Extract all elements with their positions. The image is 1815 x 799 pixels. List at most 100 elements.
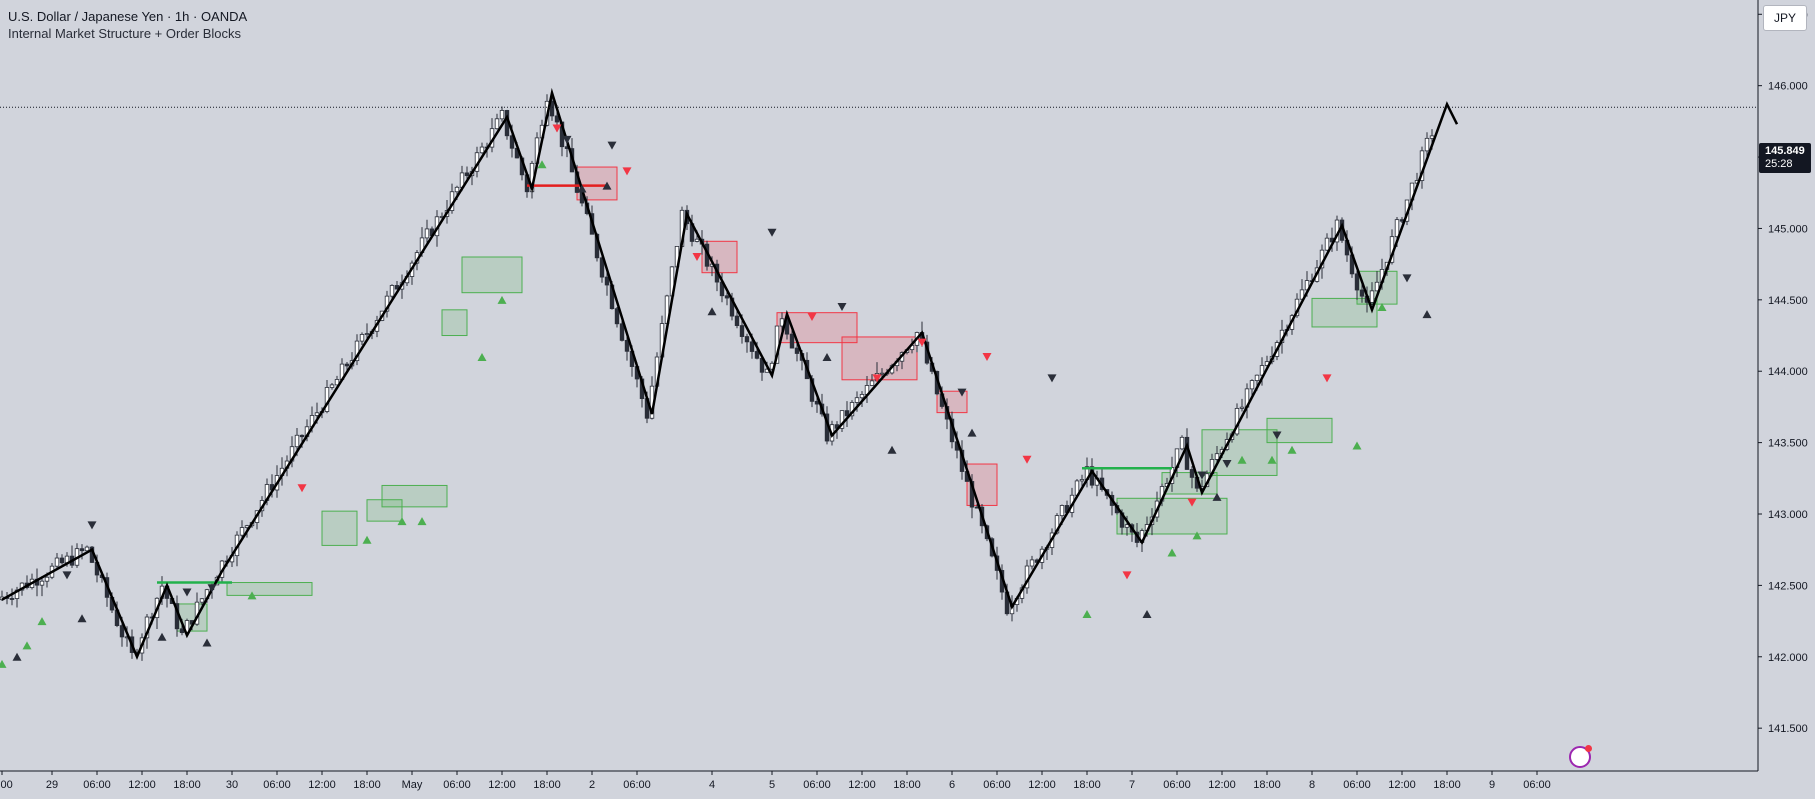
time-tick-label: May	[402, 779, 423, 791]
down-triangle-marker	[562, 135, 572, 144]
bullish-order-block	[321, 510, 358, 546]
down-triangle-marker	[207, 584, 217, 593]
time-tick-label: 18:00	[893, 779, 921, 791]
candle-up	[39, 580, 45, 586]
candle-up	[479, 146, 485, 154]
up-triangle-marker	[397, 517, 407, 526]
up-triangle-marker	[12, 652, 22, 661]
candle-up	[334, 379, 340, 386]
candle-up	[869, 380, 875, 386]
time-tick-label: 06:00	[983, 779, 1011, 791]
up-triangle-marker	[202, 638, 212, 647]
candle-up	[839, 410, 845, 429]
bullish-order-block	[1266, 417, 1333, 444]
up-triangle-marker	[967, 428, 977, 437]
last-price-badge: 145.849 25:28	[1759, 143, 1811, 173]
candle-down	[119, 625, 125, 638]
up-triangle-marker	[477, 352, 487, 361]
candle-down	[789, 333, 795, 349]
price-tick-label: 142.000	[1768, 652, 1808, 664]
up-triangle-marker	[1212, 492, 1222, 501]
up-triangle-marker	[887, 445, 897, 454]
time-tick-label: 06:00	[623, 779, 651, 791]
price-tick-label: 142.500	[1768, 580, 1808, 592]
candle-up	[1124, 524, 1130, 528]
candle-up	[314, 412, 320, 416]
candle-up	[1059, 505, 1065, 517]
candle-up	[364, 333, 370, 335]
down-triangle-marker	[1047, 374, 1057, 383]
up-triangle-marker	[1422, 310, 1432, 319]
time-tick-label: 18:00	[353, 779, 381, 791]
time-tick-label: 06:00	[83, 779, 111, 791]
time-tick-label: 12:00	[1208, 779, 1236, 791]
candle-up	[1374, 281, 1380, 292]
candle-down	[734, 315, 740, 326]
time-tick-label: 12:00	[1388, 779, 1416, 791]
down-triangle-marker	[1122, 571, 1132, 580]
candle-down	[844, 410, 850, 417]
down-triangle-marker	[87, 521, 97, 530]
down-triangle-marker	[622, 167, 632, 176]
currency-button[interactable]: JPY	[1763, 5, 1807, 31]
candle-down	[739, 325, 745, 337]
up-triangle-marker	[247, 591, 257, 600]
down-triangle-marker	[767, 228, 777, 237]
down-triangle-marker	[807, 312, 817, 321]
candle-down	[79, 548, 85, 552]
candle-up	[44, 576, 50, 582]
up-triangle-marker	[1287, 445, 1297, 454]
structure-levels-layer	[157, 184, 1172, 584]
bullish-order-block	[366, 499, 403, 522]
down-triangle-marker	[607, 141, 617, 150]
candle-up	[494, 118, 500, 130]
indicator-title[interactable]: Internal Market Structure + Order Blocks	[8, 26, 242, 41]
symbol-title[interactable]: U.S. Dollar / Japanese Yen · 1h · OANDA	[8, 9, 248, 24]
candle-up	[1394, 219, 1400, 238]
candle-up	[1239, 406, 1245, 409]
candle-up	[454, 186, 460, 193]
candle-up	[1029, 559, 1035, 567]
candle-up	[1079, 479, 1085, 482]
candle-up	[1369, 290, 1375, 303]
up-triangle-marker	[537, 160, 547, 169]
candle-down	[509, 135, 515, 149]
time-tick-label: 12:00	[308, 779, 336, 791]
down-triangle-marker	[957, 388, 967, 397]
candle-down	[604, 276, 610, 286]
down-triangle-marker	[692, 253, 702, 261]
down-triangle-marker	[1222, 460, 1232, 469]
up-triangle-marker	[1267, 455, 1277, 464]
down-triangle-marker	[982, 352, 992, 361]
tradingview-spark-icon[interactable]	[1569, 745, 1592, 768]
candle-down	[344, 363, 350, 367]
time-tick-label: 7	[1129, 779, 1135, 791]
candle-up	[1249, 380, 1255, 390]
bearish-order-block	[841, 336, 918, 381]
candle-down	[614, 308, 620, 325]
up-triangle-marker	[77, 614, 87, 623]
price-tick-label: 141.500	[1768, 723, 1808, 735]
time-tick-label: 29	[46, 779, 58, 791]
up-triangle-marker	[1082, 609, 1092, 618]
down-triangle-marker	[872, 374, 882, 383]
time-tick-label: 18:00	[1433, 779, 1461, 791]
candle-down	[619, 323, 625, 341]
time-tick-label: 30	[226, 779, 238, 791]
up-triangle-marker	[577, 184, 587, 193]
candle-down	[724, 295, 730, 299]
candle-down	[464, 172, 470, 177]
up-triangle-marker	[22, 641, 32, 650]
candle-up	[329, 384, 335, 388]
candle-up	[359, 334, 365, 342]
down-triangle-marker	[1022, 455, 1032, 464]
up-triangle-marker	[417, 517, 427, 526]
up-triangle-marker	[1167, 548, 1177, 557]
candle-up	[859, 394, 865, 399]
candle-up	[1324, 237, 1330, 251]
time-tick-label: 8	[1309, 779, 1315, 791]
time-tick-label: 6	[949, 779, 955, 791]
candle-up	[199, 598, 205, 603]
